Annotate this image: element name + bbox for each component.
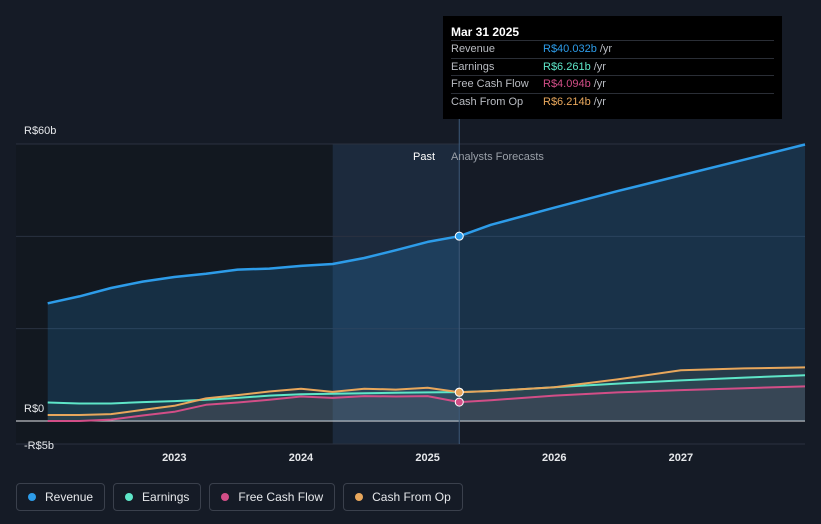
legend-item-cash-from-op[interactable]: Cash From Op — [343, 483, 463, 511]
x-tick-label: 2026 — [542, 452, 566, 464]
legend-label: Earnings — [142, 490, 190, 504]
tooltip-row-unit: /yr — [599, 43, 613, 55]
legend-dot-icon — [355, 493, 364, 501]
x-axis-labels: 2023 2024 2025 2026 2027 — [162, 452, 693, 464]
earnings-line — [47, 374, 806, 405]
tooltip-row-unit: /yr — [593, 78, 606, 90]
x-tick-label: 2027 — [669, 452, 693, 464]
y-axis-labels: R$60b R$0 -R$5b — [24, 125, 56, 452]
tooltip-date: Mar 31 2025 — [451, 25, 520, 39]
series-lines — [47, 143, 806, 422]
tooltip-row-label: Earnings — [451, 60, 495, 73]
legend-item-free-cash-flow[interactable]: Free Cash Flow — [209, 483, 336, 511]
x-tick-label: 2024 — [289, 452, 314, 464]
cash-from-op-marker — [454, 387, 464, 397]
legend-label: Revenue — [45, 490, 94, 504]
tooltip-row-value: R$40.032b — [543, 43, 597, 55]
tooltip-row-unit: /yr — [593, 60, 606, 73]
legend-label: Cash From Op — [372, 490, 451, 504]
legend-dot-icon — [221, 493, 230, 501]
tooltip-row: Cash From Op R$6.214b/yr — [451, 92, 774, 111]
tooltip-row-value: R$6.214b — [543, 95, 591, 108]
legend-item-earnings[interactable]: Earnings — [113, 483, 202, 511]
y-tick-label: R$60b — [24, 125, 56, 137]
history-region — [16, 144, 333, 444]
y-tick-label: -R$5b — [24, 440, 54, 452]
tooltip-row-value: R$4.094b — [543, 78, 591, 90]
series-areas — [47, 144, 805, 421]
revenue-area — [47, 144, 805, 421]
cash-from-op-line — [47, 366, 806, 416]
revenue-line — [47, 143, 806, 305]
legend-dot-icon — [28, 493, 36, 501]
revenue-marker — [454, 231, 464, 241]
free-cash-flow-line — [47, 385, 806, 422]
y-tick-label: R$0 — [24, 403, 44, 415]
earnings-area — [47, 375, 805, 421]
legend: Revenue Earnings Free Cash Flow Cash From O… — [16, 483, 463, 511]
x-tick-label: 2025 — [415, 452, 439, 464]
series-markers — [454, 231, 464, 407]
tooltip-row-value: R$6.261b — [543, 60, 591, 73]
x-tick-label: 2023 — [162, 452, 186, 464]
tooltip-row-unit: /yr — [593, 95, 606, 108]
tooltip-row-label: Cash From Op — [451, 95, 524, 108]
tooltip-row: Free Cash Flow R$4.094b/yr — [451, 75, 774, 93]
grid — [16, 143, 805, 445]
legend-label: Free Cash Flow — [238, 490, 324, 504]
tooltip-row-label: Free Cash Flow — [451, 78, 529, 90]
legend-dot-icon — [125, 493, 134, 501]
past-label: Past — [413, 151, 435, 163]
free-cash-flow-marker — [454, 397, 464, 407]
forecast-label: Analysts Forecasts — [451, 151, 544, 163]
cash-from-op-area — [47, 367, 805, 421]
tooltip-row: Revenue R$40.032b/yr — [451, 40, 774, 58]
free-cash-flow-area — [47, 386, 805, 421]
legend-item-revenue[interactable]: Revenue — [16, 483, 106, 511]
tooltip-row: Earnings R$6.261b/yr — [451, 57, 774, 76]
tooltip-row-label: Revenue — [451, 43, 496, 55]
tooltip: Mar 31 2025 Revenue R$40.032b/yr Earnings R… — [443, 16, 782, 119]
